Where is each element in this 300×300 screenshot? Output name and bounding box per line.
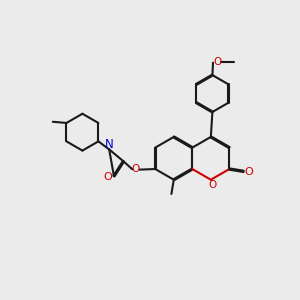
Text: O: O xyxy=(208,180,217,190)
Text: O: O xyxy=(214,57,222,67)
Text: O: O xyxy=(131,164,140,174)
Text: O: O xyxy=(244,167,253,177)
Text: N: N xyxy=(105,138,114,152)
Text: O: O xyxy=(103,172,112,182)
